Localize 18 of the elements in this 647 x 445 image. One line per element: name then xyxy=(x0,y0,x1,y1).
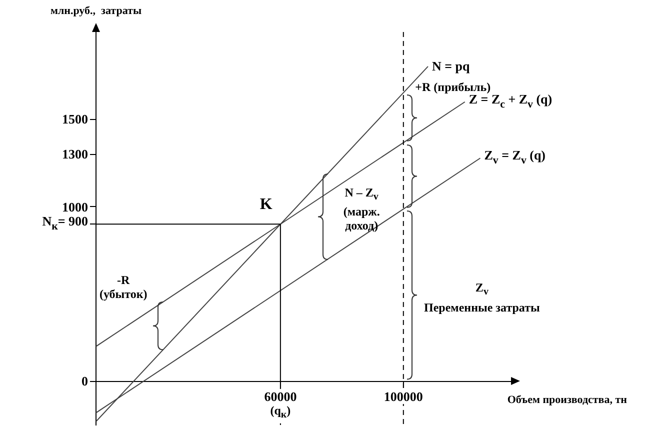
annotation: K xyxy=(260,196,272,213)
annotation: (q$_{к}$) xyxy=(270,404,291,423)
y-tick-label: N$_{к}$= 900 xyxy=(42,214,88,234)
y-tick-label: 0 xyxy=(82,374,88,389)
x-tick-label: 100000 xyxy=(384,389,423,404)
y-axis-title: млн.руб., затраты xyxy=(50,4,142,19)
series-label: Z$_{v}$ = Z$_{v}$ (q) xyxy=(484,148,546,168)
annotation: +R (прибыль) xyxy=(415,80,491,94)
series-label: N = pq xyxy=(432,58,470,74)
x-tick-label: 60000 xyxy=(264,389,297,404)
annotation: Z$_{v}$ Переменные затраты xyxy=(424,280,540,314)
y-tick-label: 1500 xyxy=(62,112,88,127)
x-axis-title: Объем производства, тн xyxy=(507,393,627,408)
y-tick-label: 1300 xyxy=(62,146,88,162)
y-tick-label: 1000 xyxy=(62,199,88,214)
annotation: -R (убыток) xyxy=(99,273,148,302)
annotation: N – Z$_{v}$ (марж. доход) xyxy=(343,185,380,233)
series-label: Z = Z$_{c}$ + Z$_{v}$ (q) xyxy=(468,92,552,112)
